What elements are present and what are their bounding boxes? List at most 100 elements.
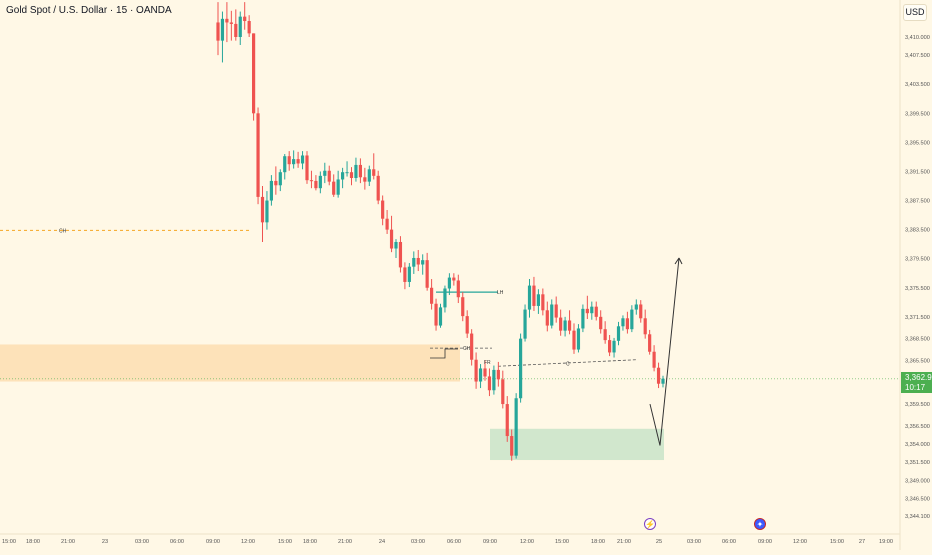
x-tick-label: 21:00 [617, 539, 631, 545]
candle-body [300, 155, 305, 164]
candle-body [630, 309, 634, 330]
candle-body [314, 180, 318, 189]
x-tick-label: 21:00 [61, 539, 75, 545]
candle-body [443, 288, 447, 308]
candle-body [425, 260, 429, 288]
candle-body [456, 280, 460, 298]
candles-layer[interactable] [216, 2, 665, 461]
candle-body [581, 308, 585, 329]
x-tick-label: 23 [102, 539, 108, 545]
x-tick-label: 03:00 [687, 539, 701, 545]
level-label-lh: LH [497, 290, 504, 296]
x-tick-label: 25 [656, 539, 662, 545]
x-tick-label: 06:00 [447, 539, 461, 545]
us-flag-icon[interactable]: ✦ [754, 518, 766, 530]
x-tick-label: 09:00 [206, 539, 220, 545]
y-tick-label: 3,351.500 [905, 460, 930, 466]
candle-body [594, 306, 598, 317]
candle-body [554, 304, 558, 318]
candle-body [349, 172, 354, 179]
candle-body [403, 267, 407, 282]
candle-body [438, 307, 443, 326]
x-tick-label: 18:00 [591, 539, 605, 545]
currency-button[interactable]: USD [903, 4, 927, 21]
candle-body [216, 22, 220, 41]
candle-body [309, 180, 314, 182]
x-tick-label: 24 [379, 539, 385, 545]
y-tick-label: 3,344.100 [905, 514, 930, 520]
chart-title: Gold Spot / U.S. Dollar · 15 · OANDA [6, 5, 172, 16]
candle-body [527, 285, 532, 310]
projection-arrowhead [674, 257, 683, 265]
demand-zone [490, 428, 664, 461]
candle-body [492, 369, 496, 391]
level-label-ch_left: CH [59, 228, 67, 234]
y-tick-label: 3,365.500 [905, 358, 930, 364]
candle-body [559, 317, 563, 331]
y-tick-label: 3,359.500 [905, 402, 930, 408]
level-label-fr: FR [484, 360, 491, 366]
candle-body [639, 304, 643, 319]
x-tick-label: 03:00 [135, 539, 149, 545]
candle-body [296, 159, 300, 164]
y-tick-label: 3,391.500 [905, 169, 930, 175]
candle-body [430, 287, 434, 304]
candle-body [452, 277, 456, 281]
x-tick-label: 15:00 [830, 539, 844, 545]
candle-body [332, 181, 336, 195]
candle-body [269, 180, 273, 201]
candle-body [483, 368, 487, 377]
last-price-tag: 3,362.990 10:17 [901, 372, 932, 393]
candle-body [376, 175, 380, 201]
x-tick-label: 21:00 [338, 539, 352, 545]
candle-body [590, 306, 594, 314]
x-tick-label: 27 [859, 539, 865, 545]
candle-body [274, 180, 278, 186]
earnings-bolt-icon[interactable]: ⚡ [644, 518, 656, 530]
y-tick-label: 3,399.500 [905, 111, 930, 117]
candle-body [363, 177, 367, 182]
y-tick-label: 3,403.500 [905, 82, 930, 88]
y-tick-label: 3,395.500 [905, 140, 930, 146]
y-tick-label: 3,346.500 [905, 497, 930, 503]
candle-body [385, 218, 389, 230]
x-tick-label: 18:00 [303, 539, 317, 545]
candle-body [447, 277, 451, 289]
candle-body [416, 257, 420, 265]
candle-body [567, 320, 572, 331]
x-tick-label: 15:00 [278, 539, 292, 545]
candle-body [621, 318, 625, 327]
candle-body [501, 379, 505, 405]
candle-body [252, 33, 256, 114]
candle-body [643, 318, 647, 335]
candle-body [278, 172, 282, 186]
candle-body [616, 326, 621, 341]
candle-body [514, 398, 518, 456]
candle-body [470, 333, 474, 360]
candle-body [412, 257, 416, 267]
candle-body [487, 376, 492, 391]
candle-body [345, 172, 349, 174]
candle-body [336, 179, 340, 195]
candle-body [341, 172, 345, 180]
y-tick-label: 3,349.000 [905, 478, 930, 484]
candle-body [407, 266, 411, 282]
candle-body [661, 378, 665, 384]
bar-countdown: 10:17 [905, 383, 926, 392]
candle-body [354, 164, 358, 179]
candle-body [656, 367, 661, 384]
x-tick-label: 19:00 [879, 539, 893, 545]
candle-body [474, 359, 478, 382]
candle-body [603, 329, 607, 341]
candle-body [608, 340, 612, 353]
y-tick-label: 3,375.500 [905, 286, 930, 292]
y-tick-label: 3,387.500 [905, 199, 930, 205]
candle-body [247, 21, 251, 34]
level-label-small: C [566, 361, 570, 367]
candle-body [265, 200, 269, 223]
level-label-ch_mid: CH [463, 346, 471, 352]
candle-body [465, 316, 469, 334]
